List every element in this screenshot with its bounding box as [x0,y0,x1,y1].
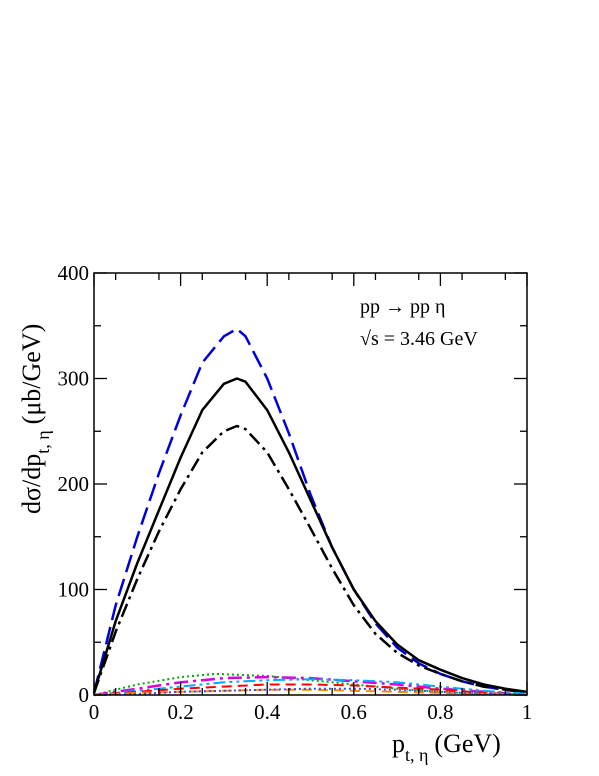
series-line-4 [93,675,528,697]
x-axis-label: pt, η (GeV) [392,729,501,765]
x-tick-label: 1 [522,700,533,724]
series-line-1 [92,377,528,694]
x-tick-label: 0 [89,700,100,724]
y-tick-label: 100 [58,578,90,602]
y-axis-label-main: dσ/dp [17,454,46,514]
series-layer [92,327,528,697]
series-line-5 [93,678,528,696]
y-axis-label-sub: t, η [33,430,53,453]
x-axis-label-main: p [392,729,405,758]
energy-annotation: √s = 3.46 GeV [360,328,478,350]
series-line-8 [93,687,528,696]
series-line-2 [92,424,528,695]
ticks-layer: 0 0.2 0.4 0.6 0.8 1 0 100 200 300 400 [58,261,533,724]
y-axis-label-unit: (μb/GeV) [17,324,46,425]
series-line-6 [93,683,528,696]
y-tick-label: 300 [58,367,90,391]
y-tick-label: 200 [58,472,90,496]
series-line-0 [92,327,528,694]
y-tick-label: 400 [58,261,90,285]
x-tick-label: 0.2 [167,700,193,724]
y-tick-label: 0 [79,683,90,707]
x-tick-label: 0.4 [254,700,281,724]
y-axis-label: dσ/dpt, η (μb/GeV) [17,324,53,514]
x-axis-label-unit: (GeV) [434,729,500,758]
x-tick-label: 0.6 [341,700,367,724]
x-tick-label: 0.8 [427,700,453,724]
reaction-annotation: pp → pp η [360,296,445,318]
x-axis-label-sub: t, η [405,745,428,765]
